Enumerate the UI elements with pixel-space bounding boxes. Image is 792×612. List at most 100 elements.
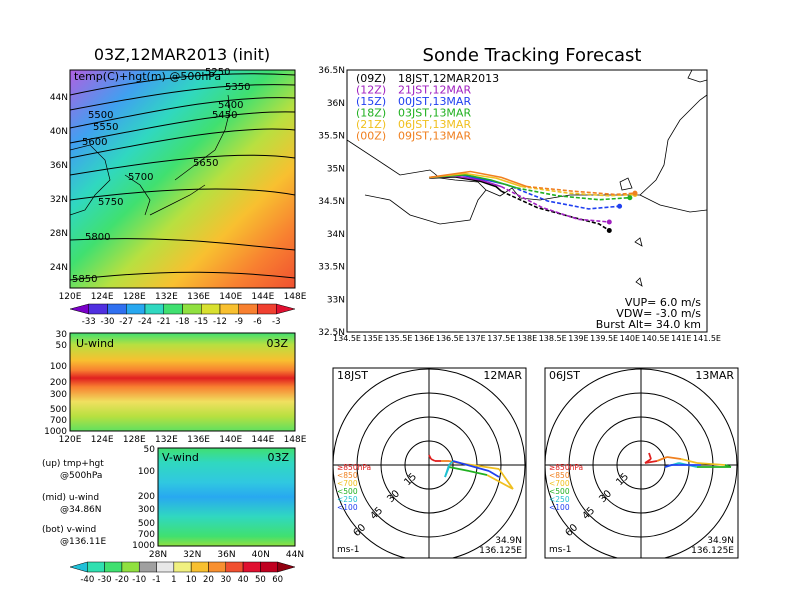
launch-jst: 06JST,13MAR — [398, 118, 471, 131]
height-label: 5700 — [128, 172, 153, 183]
panel-legend: (up) tmp+hgt @500hPa (mid) u-wind @34.86… — [42, 459, 106, 547]
colorbar-label: -21 — [157, 317, 171, 327]
track-lon-tick: 139E — [568, 334, 588, 343]
hodo-lat: 34.9N — [707, 536, 734, 546]
hodo-wind-segment — [488, 470, 500, 478]
track-lat-tick: 36.5N — [318, 66, 345, 76]
colorbar-label: -30 — [101, 317, 115, 327]
track-lon-tick: 138E — [517, 334, 537, 343]
colorbar-label: -20 — [115, 575, 129, 585]
vwind-lat-ticks: 28N 32N 36N 40N 44N — [149, 550, 304, 560]
uwind-lon-tick: 132E — [155, 435, 178, 445]
uwind-p-tick: 100 — [50, 362, 67, 372]
height-label: 5800 — [85, 232, 110, 243]
map-lat-tick: 32N — [50, 195, 68, 205]
colorbar-swatch — [104, 561, 123, 573]
uwind-time: 03Z — [266, 337, 288, 350]
height-label: 5400 — [218, 100, 243, 111]
map-lon-tick: 120E — [59, 292, 82, 302]
colorbar-swatch — [219, 303, 239, 315]
landing-point — [606, 227, 612, 233]
uwind-field — [70, 333, 295, 431]
launch-utc: (21Z) — [356, 118, 386, 131]
map-lon-tick: 132E — [155, 292, 178, 302]
hodo-wind-segment — [648, 452, 652, 460]
track-lat-tick: 33.5N — [318, 263, 345, 273]
launch-jst: 00JST,13MAR — [398, 95, 471, 108]
left-title: 03Z,12MAR2013 (init) — [94, 45, 270, 64]
launch-legend: (09Z) 18JST,12MAR2013 (12Z) 21JST,12MAR (15Z… — [356, 72, 499, 143]
map-lat-tick: 44N — [50, 93, 68, 103]
track-lat-tick: 33N — [327, 295, 345, 305]
hodo-wind-segment — [644, 460, 658, 464]
track-lon-tick: 137.5E — [487, 334, 515, 343]
hodo-wind-segment — [468, 470, 488, 476]
colorbar-label: -33 — [82, 317, 96, 327]
coastline — [70, 94, 231, 216]
hodo-wind-segment — [448, 460, 454, 466]
hodo-time: 06JST — [549, 369, 580, 382]
launch-jst: 09JST,13MAR — [398, 130, 471, 143]
hodo-wind-segment — [696, 462, 726, 466]
hodo-legend-item: <700 — [549, 479, 570, 488]
map-lon-tick: 140E — [219, 292, 242, 302]
trajectory-line — [429, 175, 502, 192]
trajectory-line — [500, 185, 610, 223]
temp-field — [70, 70, 295, 288]
colorbar-label: -12 — [213, 317, 227, 327]
hodo-legend-item: <700 — [337, 479, 358, 488]
height-label: 5850 — [72, 274, 97, 285]
map-lon-tick: 148E — [284, 292, 307, 302]
param-burst: Burst Alt= 34.0 km — [596, 318, 701, 331]
uwind-label: U-wind — [76, 337, 114, 350]
hodo-legend-item: ≥850hPa — [337, 463, 371, 472]
height-label: 5550 — [93, 122, 118, 133]
hodo-lon: 136.125E — [691, 546, 734, 556]
map-lon-tick: 136E — [187, 292, 210, 302]
uwind-lon-tick: 140E — [219, 435, 242, 445]
vwind-p-tick: 300 — [138, 505, 155, 515]
trajectory-line — [506, 183, 620, 210]
height-label: 5250 — [205, 67, 230, 78]
colorbar-swatch — [257, 303, 277, 315]
temp-colorbar: -33 -30 -27 -24 -21 -18 -15 -12 -9 -6 -3 — [69, 303, 296, 327]
map-lon-tick: 128E — [123, 292, 146, 302]
hodo-wind-segment — [452, 460, 490, 472]
track-lat-tick: 32.5N — [318, 328, 345, 338]
uwind-p-tick: 50 — [56, 341, 68, 351]
uwind-p-tick: 200 — [50, 378, 67, 388]
colorbar-swatch — [163, 303, 183, 315]
vwind-lat-tick: 40N — [252, 550, 270, 560]
height-label: 5650 — [193, 158, 218, 169]
uwind-lon-tick: 120E — [59, 435, 82, 445]
hodo-unit: ms-1 — [337, 545, 359, 555]
colorbar-label: 10 — [186, 575, 197, 585]
hodo-wind-segment — [448, 466, 470, 472]
hodo-legend-item: <250 — [337, 495, 358, 504]
launch-jst: 21JST,12MAR — [398, 84, 471, 97]
colorbar-label: -3 — [272, 317, 280, 327]
landing-point — [617, 203, 623, 209]
colorbar-label: -9 — [235, 317, 243, 327]
map-lon-tick: 144E — [251, 292, 274, 302]
colorbar-swatch — [225, 561, 244, 573]
colorbar-swatch — [69, 303, 89, 315]
hodo-wind-segment — [680, 458, 698, 464]
vwind-field — [158, 448, 295, 546]
height-label: 5500 — [88, 110, 113, 121]
hodo-date: 13MAR — [695, 369, 734, 382]
height-label: 5350 — [225, 82, 250, 93]
colorbar-swatch — [238, 303, 258, 315]
launch-utc: (18Z) — [356, 107, 386, 120]
colorbar-swatch — [260, 561, 278, 573]
hodo-legend-item: <850 — [337, 471, 358, 480]
vwind-p-tick: 1000 — [132, 541, 155, 551]
uwind-p-tick: 300 — [50, 390, 67, 400]
colorbar-label: -18 — [176, 317, 190, 327]
right-title: Sonde Tracking Forecast — [423, 45, 642, 66]
colorbar-swatch — [277, 561, 296, 573]
param-vup: VUP= 6.0 m/s — [625, 296, 701, 309]
legend-bot-line1: (bot) v-wind — [42, 525, 96, 535]
colorbar-label: 20 — [203, 575, 214, 585]
